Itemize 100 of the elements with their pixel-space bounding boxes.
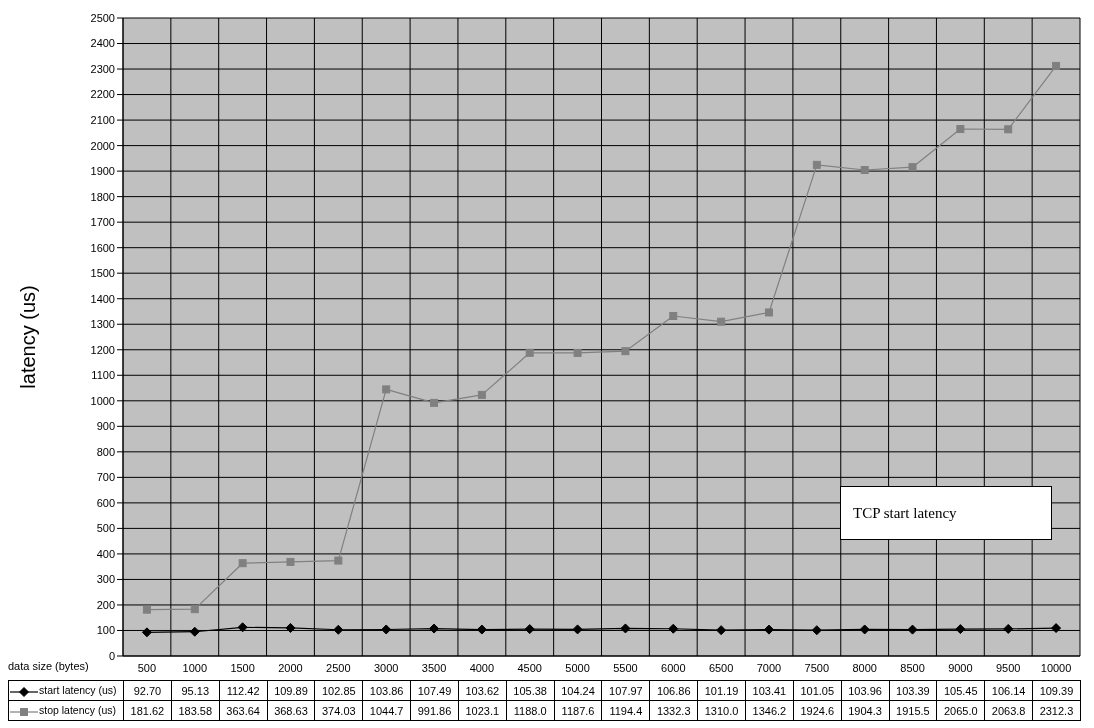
- point: [716, 625, 727, 636]
- y-tick-label: 1100: [91, 369, 115, 382]
- point: [764, 308, 773, 317]
- data-label: 1188.0: [506, 700, 555, 721]
- y-tick-label: 600: [96, 496, 115, 509]
- x-tick-label: 9000: [948, 661, 973, 674]
- y-tick-label: 1300: [90, 318, 115, 331]
- data-label: 183.58: [171, 700, 220, 721]
- data-label: 1310.0: [697, 700, 746, 721]
- x-tick-label: 8000: [852, 661, 877, 674]
- x-tick-label: 5000: [565, 661, 590, 674]
- data-label: 103.96: [841, 680, 889, 701]
- x-axis-title: data size (bytes): [8, 660, 90, 672]
- x-tick-label: 6000: [661, 661, 686, 674]
- point: [621, 347, 630, 356]
- data-label: 1187.6: [554, 700, 602, 721]
- x-tick-label: 7000: [756, 661, 782, 674]
- x-tick-label: 5500: [613, 661, 638, 674]
- y-tick-label: 0: [108, 649, 115, 662]
- data-label: 103.39: [889, 680, 937, 701]
- point: [142, 605, 151, 614]
- y-tick-label: 500: [96, 522, 115, 535]
- data-label: 107.97: [601, 680, 650, 701]
- y-tick-label: 2100: [90, 113, 115, 126]
- data-label: 103.86: [362, 680, 411, 701]
- data-label: 1904.3: [841, 700, 889, 721]
- data-label: 2065.0: [936, 700, 985, 721]
- data-label: 106.14: [984, 680, 1033, 701]
- point: [238, 559, 247, 568]
- x-tick-label: 2000: [278, 661, 303, 674]
- y-tick-label: 1200: [90, 343, 115, 356]
- legend-label: start latency (us): [39, 684, 117, 697]
- point: [956, 125, 965, 134]
- data-label: 103.62: [458, 680, 507, 701]
- y-tick-label: 1900: [90, 165, 115, 178]
- data-label: 2312.3: [1032, 700, 1081, 721]
- data-label: 1023.1: [458, 700, 507, 721]
- point: [430, 398, 439, 407]
- point: [286, 557, 295, 566]
- point: [669, 312, 678, 320]
- legend-label: stop latency (us): [39, 704, 117, 717]
- x-tick-label: 8500: [900, 661, 925, 674]
- y-tick-label: 400: [96, 547, 115, 560]
- data-label: 104.24: [554, 680, 602, 701]
- data-label: 112.42: [219, 680, 268, 701]
- data-label: 109.89: [267, 680, 315, 701]
- data-label: 1346.2: [745, 700, 794, 721]
- y-tick-label: 2200: [90, 88, 115, 101]
- data-label: 1044.7: [362, 700, 411, 721]
- point: [668, 623, 679, 634]
- x-tick-label: 4000: [469, 661, 495, 674]
- y-tick-label: 300: [96, 573, 115, 586]
- x-tick-label: 3000: [373, 661, 399, 674]
- point: [1051, 623, 1062, 634]
- data-label: 102.85: [314, 680, 363, 701]
- point: [189, 626, 200, 637]
- point: [717, 317, 726, 326]
- data-label: 368.63: [267, 700, 315, 721]
- point: [620, 623, 631, 634]
- data-label: 1915.5: [889, 700, 937, 721]
- data-label: 374.03: [314, 700, 363, 721]
- x-tick-label: 4500: [517, 661, 542, 674]
- y-tick-label: 2000: [90, 139, 115, 152]
- point: [237, 622, 248, 633]
- point: [285, 622, 296, 633]
- y-tick-label: 200: [96, 598, 115, 611]
- point: [860, 166, 869, 175]
- x-tick-label: 9500: [995, 661, 1021, 674]
- point: [381, 624, 392, 635]
- y-tick-label: 1700: [90, 216, 115, 229]
- point: [573, 348, 582, 357]
- x-tick-label: 1000: [182, 661, 208, 674]
- y-tick-label: 2400: [90, 37, 115, 50]
- point: [812, 160, 821, 169]
- x-tick-label: 1500: [230, 661, 255, 674]
- y-tick-label: 1500: [90, 267, 115, 280]
- data-label: 2063.8: [984, 700, 1033, 721]
- point: [382, 385, 391, 394]
- data-label: 1194.4: [601, 700, 650, 721]
- data-label: 95.13: [171, 680, 220, 701]
- point: [141, 627, 152, 638]
- y-tick-label: 900: [96, 420, 115, 433]
- y-tick-label: 1800: [90, 190, 115, 203]
- data-label: 107.49: [410, 680, 459, 701]
- point: [190, 605, 199, 614]
- data-label: 106.86: [649, 680, 698, 701]
- point: [1003, 623, 1014, 634]
- x-tick-label: 10000: [1040, 661, 1072, 674]
- point: [333, 624, 344, 635]
- y-tick-label: 100: [96, 624, 115, 637]
- point: [908, 163, 917, 172]
- point: [525, 348, 534, 357]
- point: [907, 624, 918, 635]
- point: [476, 624, 487, 635]
- point: [955, 624, 966, 635]
- y-tick-label: 2300: [90, 62, 115, 75]
- data-label: 105.38: [506, 680, 555, 701]
- data-label: 363.64: [219, 700, 268, 721]
- y-tick-label: 800: [96, 445, 115, 458]
- x-tick-label: 3500: [421, 661, 447, 674]
